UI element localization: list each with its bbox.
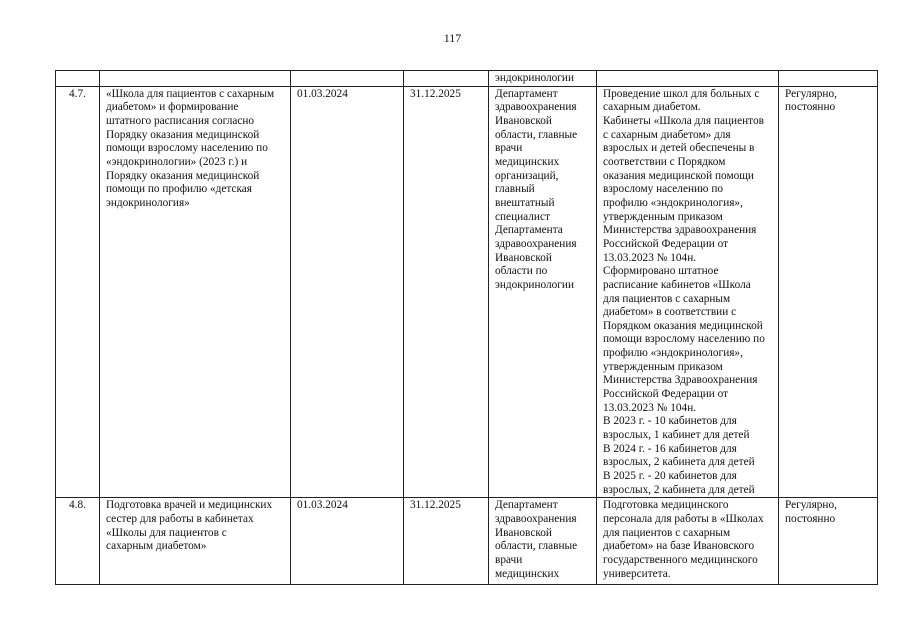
- table-row: 4.8. Подготовка врачей и медицинских сес…: [55, 497, 878, 586]
- cell-end-date: 31.12.2025: [403, 85, 489, 499]
- cell-result: [596, 70, 779, 87]
- cell-activity: Подготовка врачей и медицинских сестер д…: [99, 497, 291, 586]
- cell-result: Подготовка медицинского персонала для ра…: [596, 497, 779, 586]
- cell-number: [55, 70, 100, 87]
- cell-responsible: Департамент здравоохранения Ивановской о…: [488, 497, 597, 586]
- cell-end-date: [403, 70, 489, 87]
- cell-start-date: 01.03.2024: [290, 497, 404, 586]
- table-row-continuation: эндокринологии: [55, 70, 878, 87]
- cell-activity: «Школа для пациентов с сахарным диабетом…: [99, 85, 291, 499]
- cell-result: Проведение школ для больных с сахарным д…: [596, 85, 779, 499]
- page-number: 117: [443, 31, 462, 45]
- cell-start-date: 01.03.2024: [290, 85, 404, 499]
- cell-responsible: Департамент здравоохранения Ивановской о…: [488, 85, 597, 499]
- cell-number: 4.8.: [55, 497, 100, 586]
- cell-responsible: эндокринологии: [488, 70, 597, 87]
- cell-frequency: Регулярно, постоянно: [778, 497, 878, 586]
- cell-frequency: [778, 70, 878, 87]
- cell-end-date: 31.12.2025: [403, 497, 489, 586]
- table-row: 4.7. «Школа для пациентов с сахарным диа…: [55, 85, 878, 499]
- measures-table: эндокринологии 4.7. «Школа для пациентов…: [55, 70, 878, 586]
- cell-frequency: Регулярно, постоянно: [778, 85, 878, 499]
- cell-activity: [99, 70, 291, 87]
- cell-start-date: [290, 70, 404, 87]
- cell-number: 4.7.: [55, 85, 100, 499]
